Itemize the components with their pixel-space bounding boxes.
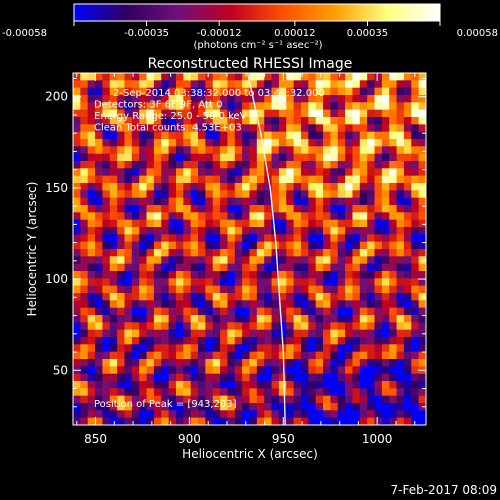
colorbar <box>73 3 441 22</box>
colorbar-tick-label: 0.00012 <box>274 28 315 39</box>
y-axis-tick-labels: 50 100 150 200 <box>45 90 68 378</box>
x-tick-label: 1000 <box>362 432 393 446</box>
colorbar-tick-label: -0.00035 <box>124 28 169 39</box>
colorbar-ticks <box>73 21 441 26</box>
y-tick-label: 50 <box>53 363 68 377</box>
colorbar-tick-labels: -0.00058 -0.00035 -0.00012 0.00012 0.00035 0.… <box>2 28 498 39</box>
plot-frame <box>72 72 427 426</box>
colorbar-tick-label: 0.00035 <box>347 28 388 39</box>
y-axis-ticks <box>73 77 426 408</box>
info-annotation-line: Clean Total counts: 4.53E+03 <box>94 123 242 134</box>
info-annotation-line: Energy Range: 25.0 - 50.0 keV <box>94 111 247 122</box>
colorbar-tick-label: -0.00058 <box>2 28 47 39</box>
x-axis-label: Heliocentric X (arcsec) <box>182 447 318 461</box>
y-tick-label: 200 <box>45 90 68 104</box>
x-axis-ticks <box>76 73 416 425</box>
info-annotation-line: 2-Sep-2014 03:38:32.000 to 03:40:32.000 <box>113 88 325 99</box>
info-annotations: 2-Sep-2014 03:38:32.000 to 03:40:32.000D… <box>94 88 325 134</box>
x-axis-tick-labels: 850 900 950 1000 <box>84 432 392 446</box>
solar-limb-line <box>246 73 286 425</box>
heatmap-cells <box>73 73 426 425</box>
timestamp: 7-Feb-2017 08:09 <box>391 483 497 497</box>
colorbar-tick-label: 0.00058 <box>457 28 498 39</box>
y-axis-label: Heliocentric Y (arcsec) <box>25 182 39 317</box>
info-annotation-line: Detectors: 3F 6F 9F, Att 0 <box>94 100 222 111</box>
y-tick-label: 150 <box>45 181 68 195</box>
x-tick-label: 950 <box>272 432 295 446</box>
colorbar-label: (photons cm⁻² s⁻¹ asec⁻²) <box>193 40 322 51</box>
chart-title: Reconstructed RHESSI Image <box>148 56 353 72</box>
y-tick-label: 100 <box>45 272 68 286</box>
x-tick-label: 850 <box>84 432 107 446</box>
peak-position-label: Position of Peak = [943,203] <box>94 399 237 410</box>
colorbar-tick-label: -0.00012 <box>197 28 242 39</box>
x-tick-label: 900 <box>178 432 201 446</box>
